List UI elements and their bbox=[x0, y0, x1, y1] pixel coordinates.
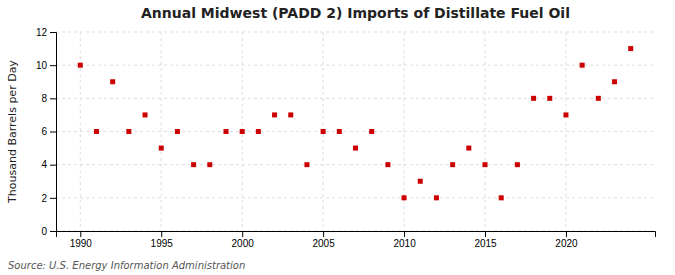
x-tick-label: 2020 bbox=[555, 238, 578, 249]
x-tick-mark bbox=[242, 231, 243, 237]
y-tick-label: 0 bbox=[41, 226, 47, 237]
grid-line bbox=[56, 32, 655, 33]
x-tick-mark bbox=[566, 231, 567, 237]
grid-line bbox=[56, 98, 655, 99]
x-tick: 2005 bbox=[312, 231, 335, 249]
point bbox=[466, 146, 471, 151]
y-tick-label: 10 bbox=[36, 60, 48, 71]
point bbox=[450, 162, 455, 167]
point bbox=[434, 195, 439, 200]
y-tick: 12 bbox=[36, 27, 56, 38]
y-tick-mark bbox=[50, 165, 56, 166]
point bbox=[499, 195, 504, 200]
grid-line bbox=[80, 32, 81, 231]
point bbox=[531, 96, 536, 101]
y-tick-mark bbox=[50, 231, 56, 232]
point bbox=[175, 129, 180, 134]
x-axis: 1990 1995 2000 2005 2010 2015 2020 bbox=[57, 231, 656, 249]
y-tick: 8 bbox=[41, 93, 56, 104]
point bbox=[256, 129, 261, 134]
grid-line bbox=[565, 32, 566, 231]
y-tick: 4 bbox=[41, 159, 56, 170]
plot-area: 1990 1995 2000 2005 2010 2015 2020 0 2 4 6 8 10 12 bbox=[36, 27, 656, 249]
point bbox=[304, 162, 309, 167]
point bbox=[369, 129, 374, 134]
point bbox=[126, 129, 131, 134]
y-tick-mark bbox=[50, 32, 56, 33]
point bbox=[596, 96, 601, 101]
y-axis-title: Thousand Barrels per Day bbox=[6, 60, 19, 204]
source: Source: U.S. Energy Information Administ… bbox=[8, 260, 245, 271]
y-tick-mark bbox=[50, 132, 56, 133]
point bbox=[563, 112, 568, 117]
y-tick-mark bbox=[50, 198, 56, 199]
x-tick: 2020 bbox=[555, 231, 578, 249]
x-tick-label: 1995 bbox=[151, 238, 174, 249]
x-tick-mark bbox=[404, 231, 405, 237]
point bbox=[515, 162, 520, 167]
grid-line bbox=[161, 32, 162, 231]
y-tick-mark bbox=[50, 98, 56, 99]
grid-line bbox=[56, 131, 655, 132]
grid-line bbox=[485, 32, 486, 231]
point bbox=[353, 146, 358, 151]
y-tick: 2 bbox=[41, 193, 56, 204]
y-tick-label: 6 bbox=[41, 126, 47, 137]
y-tick-label: 4 bbox=[41, 159, 47, 170]
point bbox=[143, 112, 148, 117]
point bbox=[483, 162, 488, 167]
point bbox=[288, 112, 293, 117]
x-tick-label: 2015 bbox=[474, 238, 497, 249]
x-tick-label: 1990 bbox=[70, 238, 93, 249]
x-tick: 1995 bbox=[151, 231, 174, 249]
y-tick-label: 12 bbox=[36, 27, 48, 38]
point bbox=[223, 129, 228, 134]
y-axis-line bbox=[50, 33, 57, 232]
grid-line bbox=[56, 65, 655, 66]
x-tick-label: 2010 bbox=[393, 238, 416, 249]
point bbox=[159, 146, 164, 151]
point bbox=[78, 63, 83, 68]
grid-line bbox=[56, 197, 655, 198]
point bbox=[207, 162, 212, 167]
point bbox=[272, 112, 277, 117]
x-tick-label: 2000 bbox=[232, 238, 255, 249]
y-tick: 0 bbox=[41, 226, 56, 237]
x-tick-mark bbox=[80, 231, 81, 237]
x-tick: 1990 bbox=[70, 231, 93, 249]
grid bbox=[56, 32, 655, 231]
point bbox=[418, 179, 423, 184]
x-tick-mark bbox=[323, 231, 324, 237]
x-tick: 2000 bbox=[232, 231, 255, 249]
x-tick: 2010 bbox=[393, 231, 416, 249]
point bbox=[191, 162, 196, 167]
chart: 1990 1995 2000 2005 2010 2015 2020 0 2 4 6 8 10 12 Ann… bbox=[0, 0, 675, 275]
point bbox=[547, 96, 552, 101]
point bbox=[612, 79, 617, 84]
title: Annual Midwest (PADD 2) Imports of Disti… bbox=[141, 5, 570, 21]
points bbox=[78, 46, 633, 200]
x-tick-label: 2005 bbox=[312, 238, 335, 249]
point bbox=[94, 129, 99, 134]
grid-line bbox=[56, 164, 655, 165]
point bbox=[385, 162, 390, 167]
point bbox=[402, 195, 407, 200]
point bbox=[321, 129, 326, 134]
y-axis: 0 2 4 6 8 10 12 bbox=[36, 27, 57, 237]
x-axis-line bbox=[57, 232, 656, 238]
x-tick-mark bbox=[485, 231, 486, 237]
x-tick-mark bbox=[161, 231, 162, 237]
y-tick: 10 bbox=[36, 60, 56, 71]
x-tick: 2015 bbox=[474, 231, 497, 249]
y-tick-label: 8 bbox=[41, 93, 47, 104]
y-tick: 6 bbox=[41, 126, 56, 137]
point bbox=[580, 63, 585, 68]
y-tick-label: 2 bbox=[41, 193, 47, 204]
grid-line bbox=[404, 32, 405, 231]
point bbox=[110, 79, 115, 84]
point bbox=[337, 129, 342, 134]
y-tick-mark bbox=[50, 65, 56, 66]
point bbox=[628, 46, 633, 51]
point bbox=[240, 129, 245, 134]
